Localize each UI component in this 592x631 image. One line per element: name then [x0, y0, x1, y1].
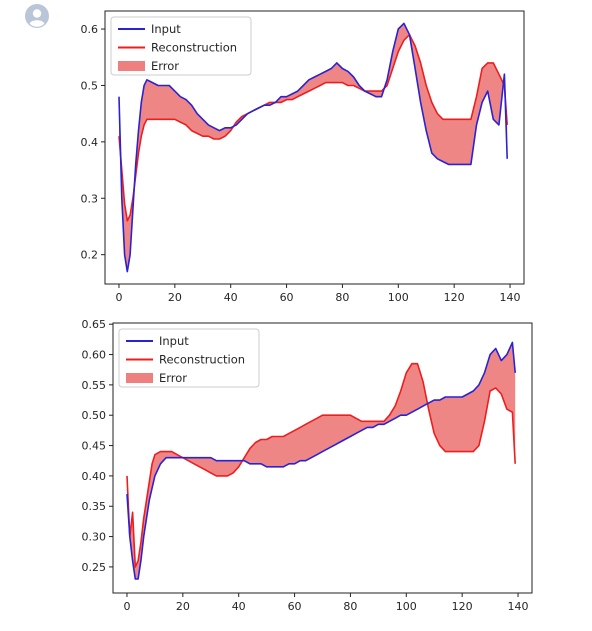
legend: Input Reconstruction Error [118, 328, 260, 388]
chart-top: 0 20 40 60 80 100 120 140 0.2 0.3 0.4 0.5 0.6 Input Re… [81, 10, 525, 304]
reconstruction-series-line [118, 33, 508, 222]
x-tick-label: 0 [123, 600, 130, 613]
y-tick-label: 0.30 [82, 531, 107, 544]
y-tick-label: 0.35 [82, 500, 107, 513]
y-tick-label: 0.50 [82, 409, 107, 422]
y-tick-label: 0.55 [82, 379, 107, 392]
legend-label: Error [151, 59, 179, 73]
y-tick-label: 0.3 [81, 192, 99, 205]
legend-label: Error [159, 371, 187, 385]
y-tick-label: 0.6 [81, 23, 99, 36]
user-avatar-icon[interactable] [25, 4, 49, 28]
legend-label: Reconstruction [159, 353, 245, 367]
x-tick-label: 120 [452, 600, 473, 613]
x-tick-label: 20 [176, 600, 190, 613]
legend-label: Input [151, 22, 181, 36]
legend: Input Reconstruction Error [110, 16, 252, 76]
y-tick-label: 0.25 [82, 561, 107, 574]
plot-frame [104, 10, 525, 285]
y-tick-label: 0.2 [81, 249, 99, 262]
x-tick-label: 40 [232, 600, 246, 613]
y-tick-label: 0.5 [81, 79, 99, 92]
plot-frame [112, 322, 533, 594]
x-tick-label: 100 [388, 291, 409, 304]
x-tick-label: 40 [224, 291, 238, 304]
reconstruction-series-line [126, 362, 516, 568]
error-area [127, 342, 516, 579]
x-tick-label: 140 [500, 291, 521, 304]
legend-box [118, 328, 260, 388]
legend-error-swatch [126, 373, 153, 383]
input-series-line [126, 341, 516, 580]
y-tick-label: 0.45 [82, 440, 107, 453]
y-tick-label: 0.60 [82, 349, 107, 362]
legend-box [110, 16, 252, 76]
x-tick-label: 120 [444, 291, 465, 304]
y-tick-label: 0.65 [82, 318, 107, 331]
x-tick-label: 80 [335, 291, 349, 304]
x-tick-label: 140 [508, 600, 529, 613]
user-avatar-icon-graphic [25, 4, 49, 28]
x-tick-label: 0 [115, 291, 122, 304]
legend-label: Reconstruction [151, 41, 237, 55]
x-tick-label: 80 [343, 600, 357, 613]
x-tick-label: 60 [288, 600, 302, 613]
input-series-line [118, 22, 508, 273]
x-tick-label: 20 [168, 291, 182, 304]
y-tick-label: 0.40 [82, 470, 107, 483]
chart-bottom: 0 20 40 60 80 100 120 140 0.25 0.30 0.35 0.40 0.45 0.… [82, 318, 533, 613]
legend-error-swatch [118, 61, 145, 71]
legend-label: Input [159, 334, 189, 348]
x-tick-label: 60 [280, 291, 294, 304]
y-tick-label: 0.4 [81, 136, 99, 149]
x-tick-label: 100 [396, 600, 417, 613]
